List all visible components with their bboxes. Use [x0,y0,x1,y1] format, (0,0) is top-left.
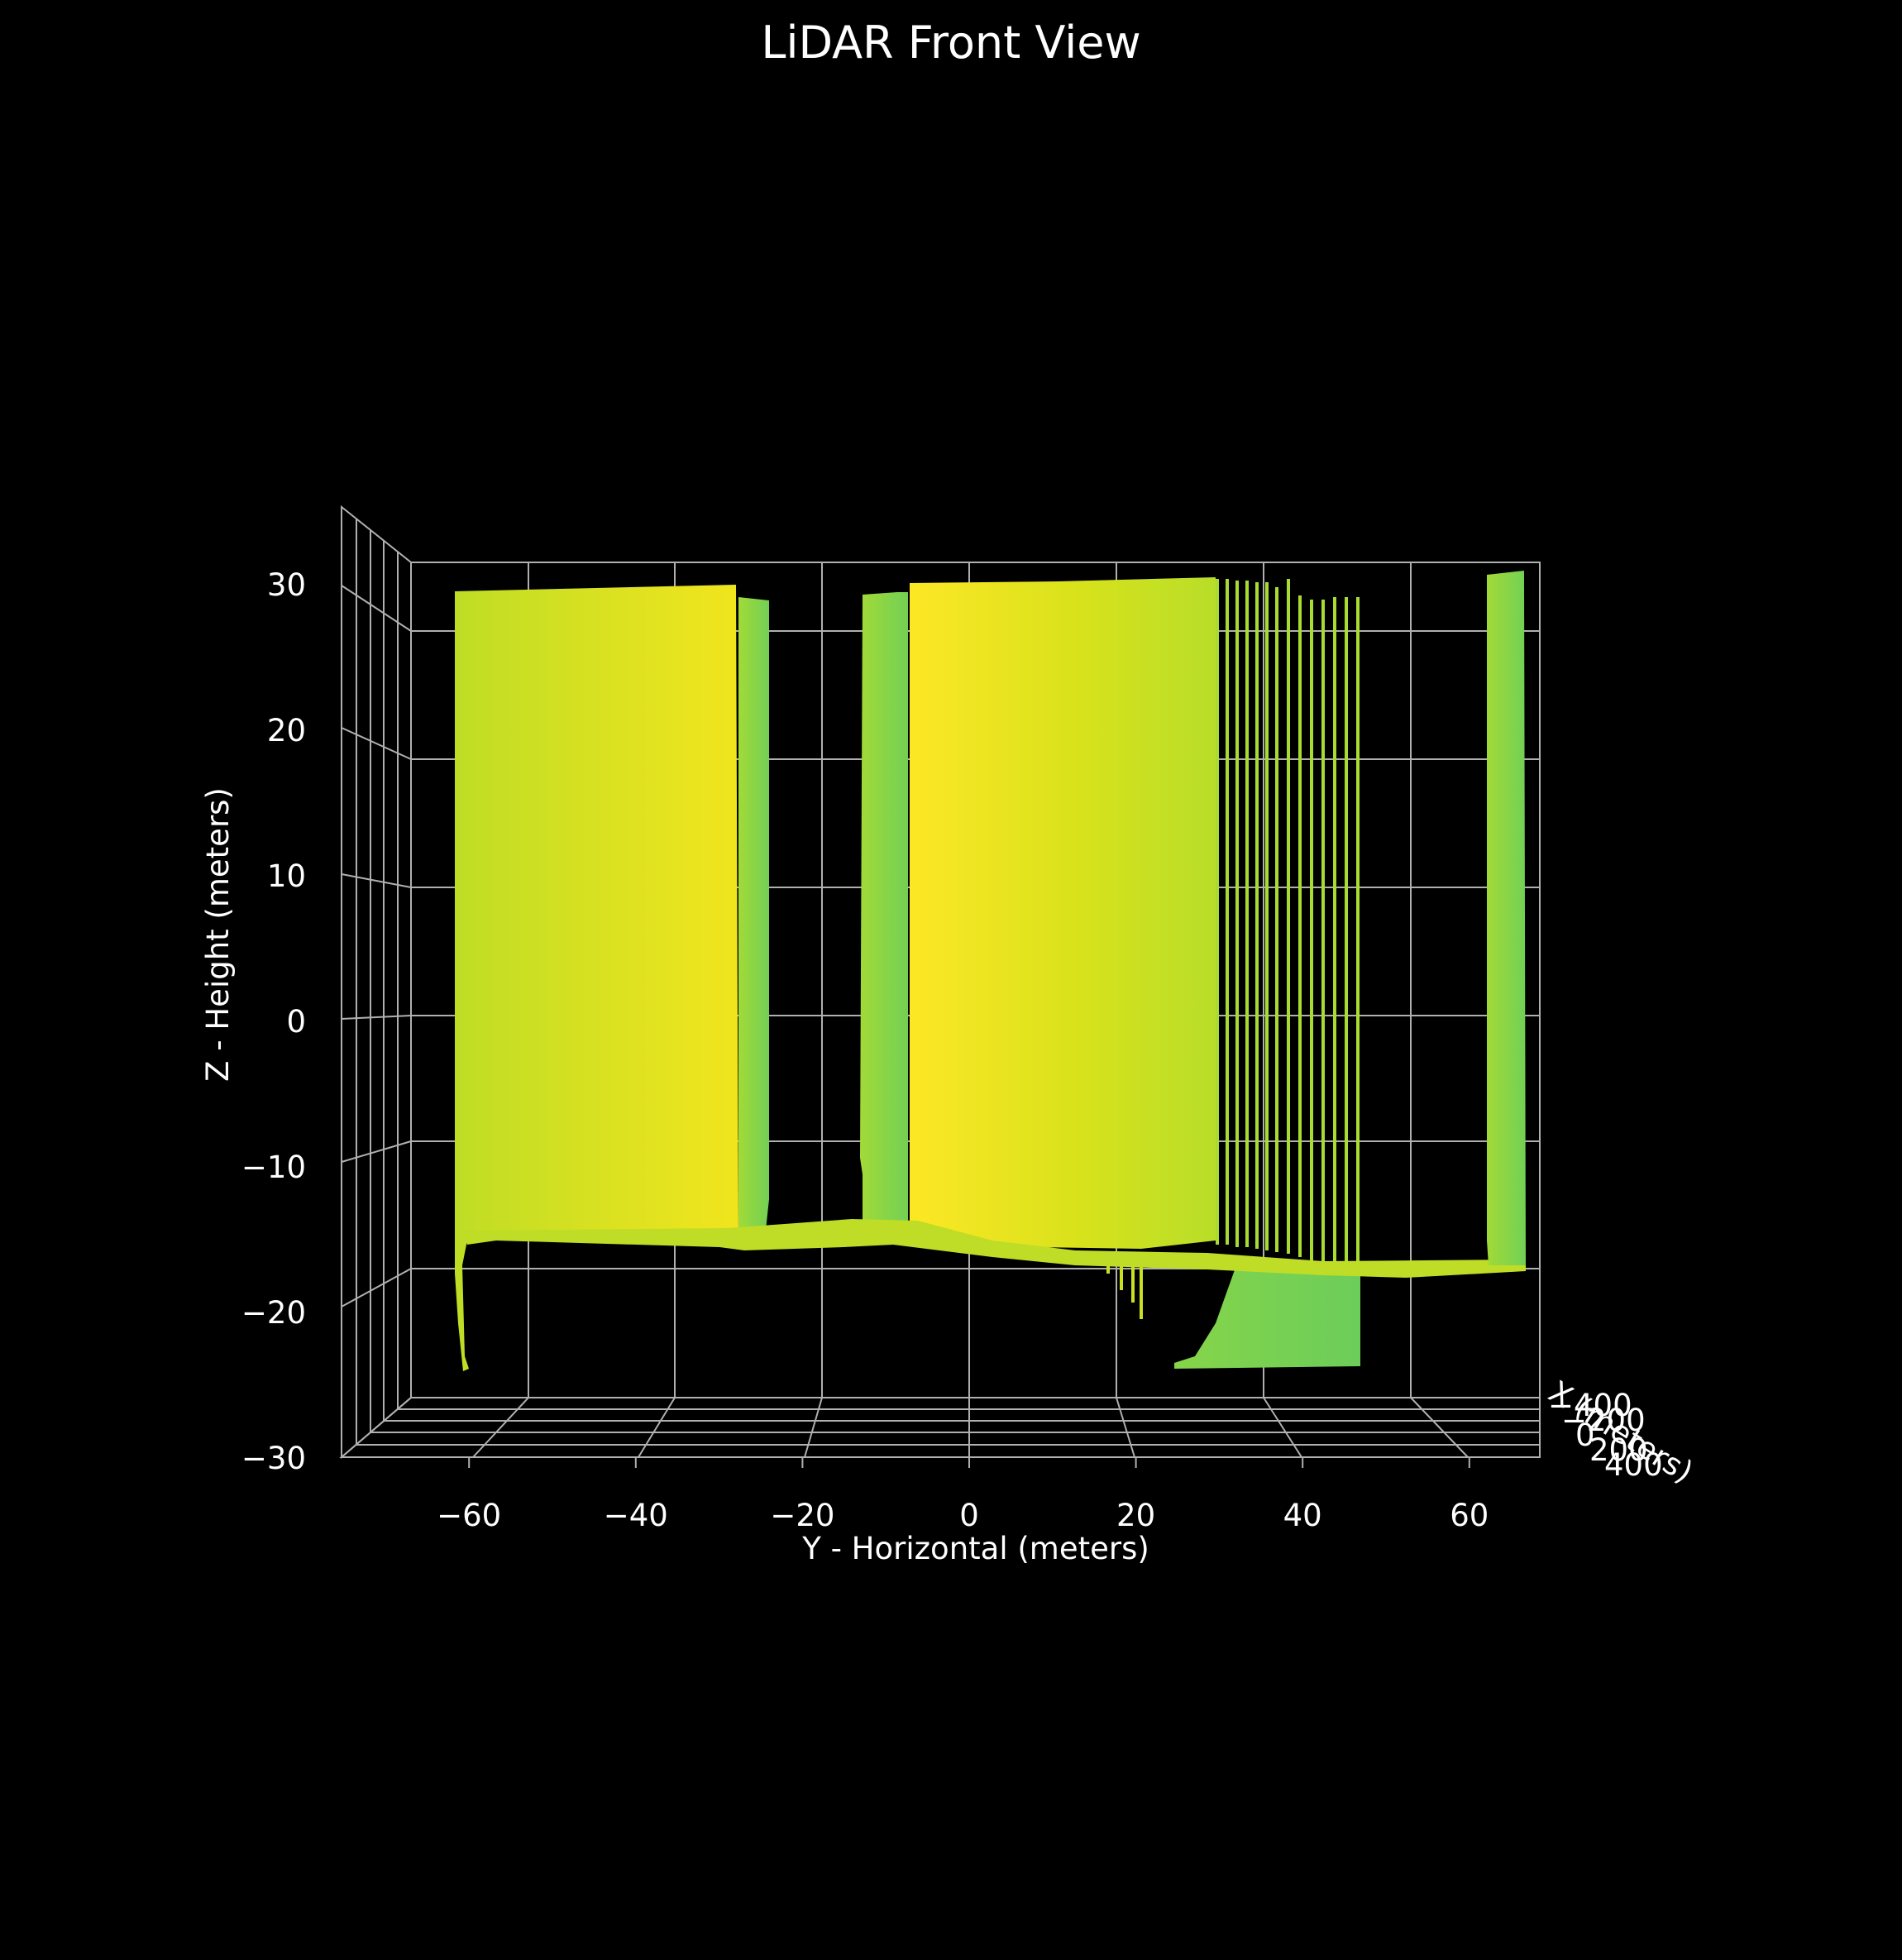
x-tick-label: −20 [770,1498,834,1533]
grid-line [804,1397,823,1458]
grid-line [341,727,412,760]
grid-line [472,1397,529,1458]
grid-line [1263,1397,1302,1458]
depth-tick-label: 200 [1589,1432,1648,1468]
grid-line [1116,1397,1135,1458]
cluster-ground-band [463,1219,1526,1278]
cluster-wall-right-strands [1216,579,1360,1366]
grid-line [341,585,412,632]
x-tick-label: 60 [1450,1498,1489,1533]
x-tick-label: 20 [1116,1498,1155,1533]
grid-line [1410,1397,1469,1458]
depth-tick-label: 400 [1604,1447,1663,1483]
depth-tick-label: 0 [1575,1417,1595,1453]
x-tick-labels: −60 −40 −20 0 20 40 60 [437,1457,1489,1533]
y-tick-label: −30 [241,1441,306,1476]
floor-pane [339,1397,1541,1458]
point-cloud [455,571,1526,1371]
y-tick-label: −10 [241,1150,306,1185]
y-tick-label: 20 [267,713,306,748]
cluster-post-mid [860,592,908,1222]
cluster-wall-left-back [738,597,769,1238]
grid-line [341,1268,412,1307]
x-tick-label: 0 [959,1498,979,1533]
cluster-post-right [1487,571,1526,1265]
y-tick-label: 0 [286,1004,306,1040]
cluster-ground-pile [1174,1265,1360,1369]
y-axis-label: Z - Height (meters) [200,787,236,1082]
left-pane [341,504,412,1460]
cluster-wall-center [910,577,1216,1249]
y-tick-label: 30 [267,567,306,603]
x-axis-label: Y - Horizontal (meters) [801,1531,1149,1566]
grid-line [341,873,412,888]
x-tick-label: 40 [1283,1498,1322,1533]
cluster-wall-left [455,585,738,1371]
y-tick-labels: −30 −20 −10 0 10 20 30 [241,567,306,1476]
x-tick-label: −60 [437,1498,501,1533]
x-tick-label: −40 [604,1498,668,1533]
y-tick-label: −20 [241,1295,306,1331]
depth-tick-label: −200 [1561,1403,1646,1438]
depth-tick-label: −400 [1548,1388,1632,1423]
grid-line [341,1140,412,1163]
y-tick-label: 10 [267,858,306,894]
grid-line [341,1015,412,1020]
grid-line [638,1397,676,1458]
chart-title: LiDAR Front View [761,17,1140,69]
